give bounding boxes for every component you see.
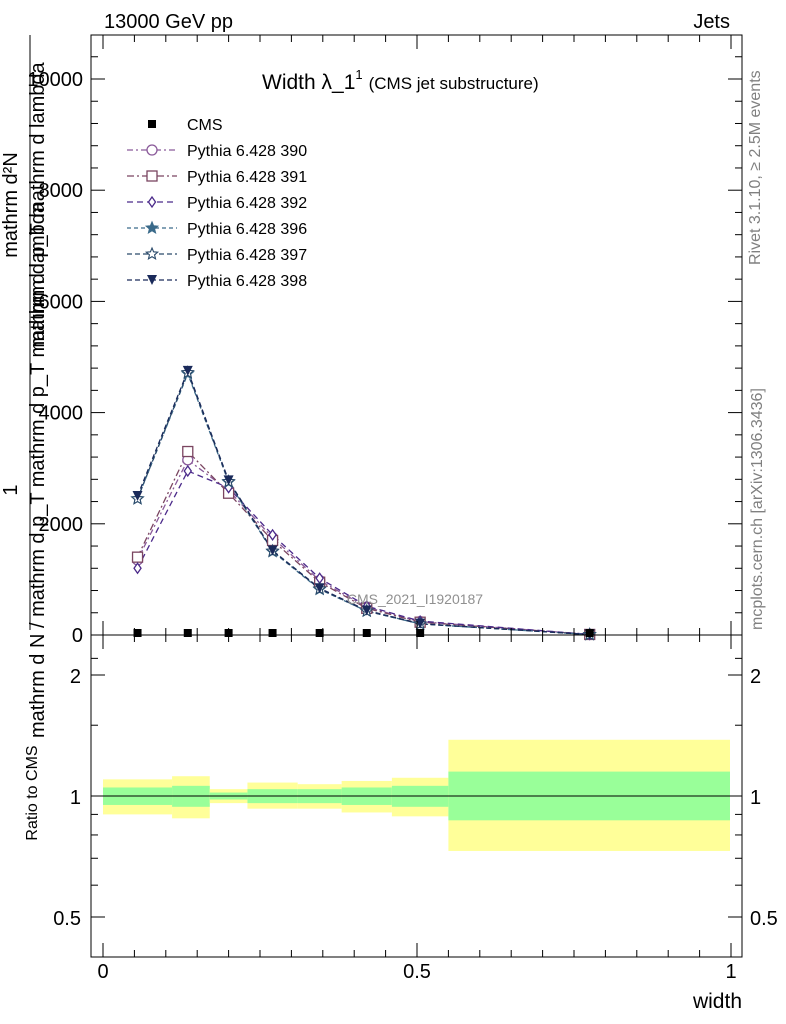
- x-tick-label: 1: [725, 961, 736, 983]
- series-marker: [131, 551, 144, 563]
- legend-label-cms: CMS: [187, 117, 223, 134]
- series-marker: [268, 528, 277, 542]
- legend-marker: [144, 246, 160, 261]
- ratio-y-axis-label: Ratio to CMS: [24, 745, 41, 840]
- series-line: [136, 450, 590, 636]
- series-line: [136, 470, 590, 636]
- y-label-denominator: mathrm d N / mathrm d p_T mathrm d p_T m…: [27, 201, 49, 738]
- ratio-plot-panel: 0.5 0.51 12 2 0 0.5 1 width Ratio to CMS: [24, 35, 778, 1013]
- series-marker: [133, 562, 142, 575]
- rivet-version-label: Rivet 3.1.10, ≥ 2.5M events: [747, 70, 764, 265]
- cms-point: [268, 629, 277, 637]
- legend-marker: [147, 195, 157, 209]
- legend-label: Pythia 6.428 398: [187, 273, 307, 290]
- mcplots-label: mcplots.cern.ch [arXiv:1306.3436]: [749, 388, 766, 630]
- y-tick-label: 2000: [39, 514, 84, 536]
- plot-title-subtitle: (CMS jet substructure): [369, 74, 539, 93]
- series-marker: [361, 605, 372, 616]
- legend-label: Pythia 6.428 391: [187, 169, 307, 186]
- energy-label: 13000 GeV pp: [104, 11, 233, 33]
- ratio-y-tick-label-right: 2: [750, 666, 761, 688]
- plot-title-main: Width λ_1: [262, 71, 355, 94]
- plot-title: Width λ_11 (CMS jet substructure): [262, 67, 539, 94]
- cms-point: [133, 629, 142, 637]
- series-marker: [182, 445, 194, 458]
- ratio-y-tick-label-right: 1: [750, 787, 761, 809]
- ratio-y-axis: 0.5 0.5 1 1 2 2: [53, 657, 778, 930]
- legend-marker-cms: [148, 120, 156, 128]
- ratio-y-tick-label-right: 0.5: [750, 908, 778, 930]
- ratio-uncertainty-bands: [103, 739, 730, 851]
- x-tick-label: 0.5: [403, 961, 431, 983]
- x-tick-label: 0: [97, 961, 108, 983]
- main-y-axis: 0 2000 4000 6000 8000 10000: [27, 56, 742, 647]
- y-label-top: mathrm d²N: [0, 152, 22, 258]
- main-plot-panel: 0 2000 4000 6000 8000 10000 CMS_2021_I1920187…: [0, 34, 743, 738]
- legend-marker: [144, 220, 160, 235]
- legend-label: Pythia 6.428 392: [187, 195, 307, 212]
- y-label-numerator: 1: [0, 484, 22, 495]
- cms-point: [315, 629, 324, 637]
- y-label-top-denominator: mathrm d p_T mathrm d lambda: [27, 61, 49, 347]
- cms-point: [585, 629, 594, 637]
- main-y-axis-label: mathrm d²N mathrm d p_T mathrm d lambda …: [0, 35, 49, 738]
- series-marker: [132, 491, 143, 501]
- legend-label: Pythia 6.428 397: [187, 247, 307, 264]
- legend-marker: [146, 170, 158, 182]
- legend-label: Pythia 6.428 396: [187, 221, 307, 238]
- series-marker: [183, 464, 193, 478]
- series-marker: [415, 618, 426, 629]
- y-tick-label: 8000: [39, 180, 84, 202]
- x-axis: 0 0.5 1: [97, 35, 737, 983]
- legend: CMS Pythia 6.428 390 Pythia 6.428 391 Pythi…: [127, 117, 307, 290]
- y-tick-label: 6000: [39, 291, 84, 313]
- series-marker: [223, 475, 234, 486]
- ratio-y-tick-label: 1: [70, 787, 81, 809]
- y-tick-label: 4000: [39, 403, 84, 425]
- legend-label: Pythia 6.428 390: [187, 143, 307, 160]
- series-marker: [314, 583, 325, 594]
- series-line: [136, 369, 590, 636]
- mc-series-lines: [136, 369, 590, 636]
- legend-marker: [146, 144, 158, 156]
- series-marker: [267, 545, 278, 556]
- analysis-watermark: CMS_2021_I1920187: [347, 591, 483, 607]
- y-tick-label: 0: [72, 625, 83, 647]
- series-marker: [182, 365, 193, 376]
- ratio-y-tick-label: 0.5: [53, 908, 81, 930]
- legend-marker: [147, 275, 157, 285]
- cms-point: [362, 629, 371, 637]
- ratio-y-tick-label: 2: [70, 666, 81, 688]
- x-axis-label: width: [692, 990, 742, 1013]
- y-tick-label: 10000: [27, 69, 83, 91]
- cms-point: [183, 629, 192, 637]
- plot-title-superscript: 1: [355, 67, 362, 82]
- cms-point: [416, 629, 425, 637]
- category-label: Jets: [693, 11, 730, 33]
